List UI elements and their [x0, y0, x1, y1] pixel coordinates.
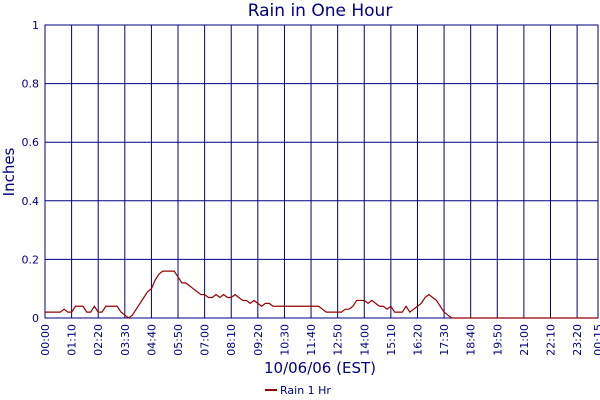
plot-area [44, 24, 599, 319]
x-tick-label: 09:20 [252, 324, 265, 356]
x-tick-label: 15:10 [385, 324, 398, 356]
x-tick-label: 18:40 [465, 324, 478, 356]
x-tick-label: 14:00 [358, 324, 371, 356]
x-tick-label: 01:10 [66, 324, 79, 356]
x-tick-label: 08:10 [225, 324, 238, 356]
x-tick-label: 07:00 [199, 324, 212, 356]
y-axis-label: Inches [0, 147, 18, 196]
x-tick-label: 03:30 [119, 324, 132, 356]
y-tick-label: 0.8 [22, 78, 40, 91]
x-tick-label: 19:50 [491, 324, 504, 356]
x-tick-label: 16:20 [411, 324, 424, 356]
y-tick-label: 0.6 [22, 136, 40, 149]
x-tick-label: 00:15 [592, 324, 600, 356]
x-tick-label: 17:30 [438, 324, 451, 356]
legend-label: Rain 1 Hr [280, 384, 331, 397]
x-tick-label: 12:50 [332, 324, 345, 356]
x-tick-label: 23:20 [571, 324, 584, 356]
x-tick-label: 11:40 [305, 324, 318, 356]
x-tick-label: 22:10 [544, 324, 557, 356]
y-tick-label: 0 [32, 312, 39, 325]
x-axis-label: 10/06/06 (EST) [264, 359, 376, 377]
x-tick-label: 04:40 [145, 324, 158, 356]
y-tick-label: 1 [32, 19, 39, 32]
x-tick-label: 10:30 [278, 324, 291, 356]
chart-title: Rain in One Hour [248, 1, 393, 21]
x-tick-label: 02:20 [92, 324, 105, 356]
x-tick-label: 21:00 [518, 324, 531, 356]
y-tick-label: 0.4 [22, 195, 40, 208]
x-tick-label: 00:00 [39, 324, 52, 356]
x-tick-label: 05:50 [172, 324, 185, 356]
y-tick-label: 0.2 [22, 253, 40, 266]
data-line [45, 270, 598, 319]
